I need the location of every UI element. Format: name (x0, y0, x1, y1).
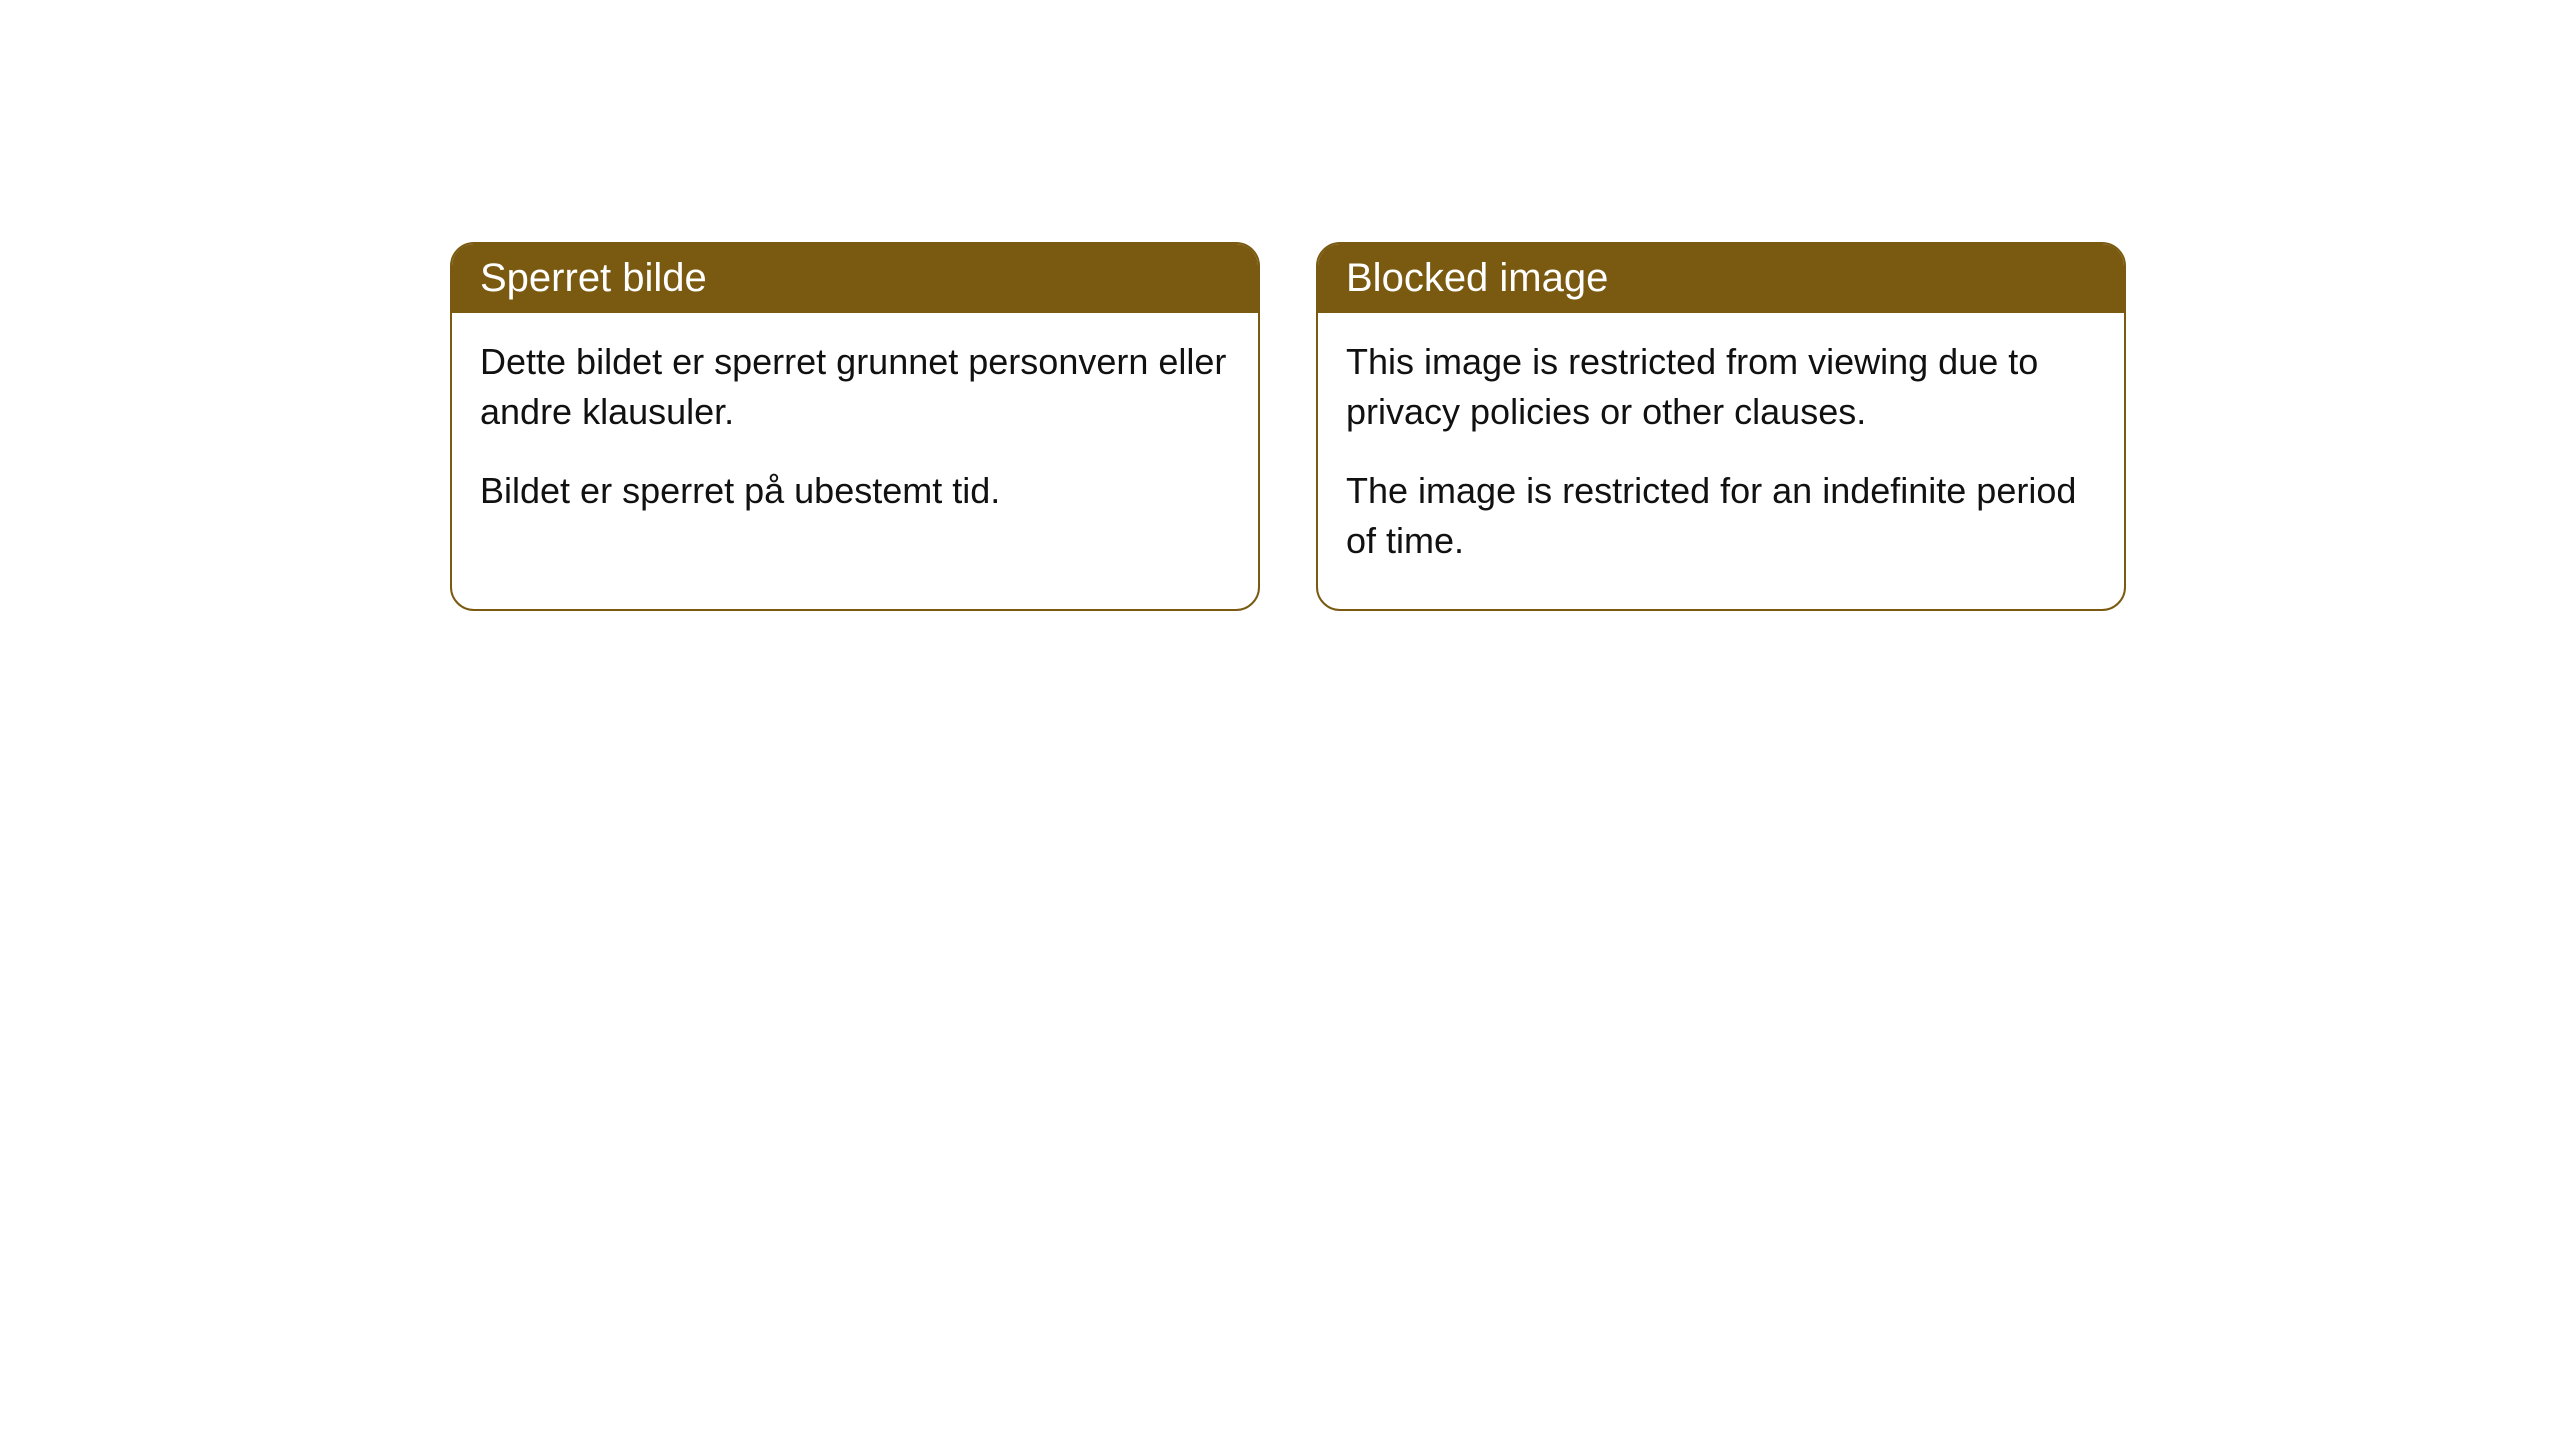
card-paragraph: Dette bildet er sperret grunnet personve… (480, 337, 1230, 438)
card-body-english: This image is restricted from viewing du… (1318, 313, 2124, 609)
card-english: Blocked image This image is restricted f… (1316, 242, 2126, 611)
card-norwegian: Sperret bilde Dette bildet er sperret gr… (450, 242, 1260, 611)
card-paragraph: The image is restricted for an indefinit… (1346, 466, 2096, 567)
card-header-norwegian: Sperret bilde (452, 244, 1258, 313)
card-title: Blocked image (1346, 256, 1608, 300)
card-paragraph: This image is restricted from viewing du… (1346, 337, 2096, 438)
cards-container: Sperret bilde Dette bildet er sperret gr… (0, 0, 2560, 611)
card-title: Sperret bilde (480, 256, 707, 300)
card-paragraph: Bildet er sperret på ubestemt tid. (480, 466, 1230, 516)
card-body-norwegian: Dette bildet er sperret grunnet personve… (452, 313, 1258, 558)
card-header-english: Blocked image (1318, 244, 2124, 313)
